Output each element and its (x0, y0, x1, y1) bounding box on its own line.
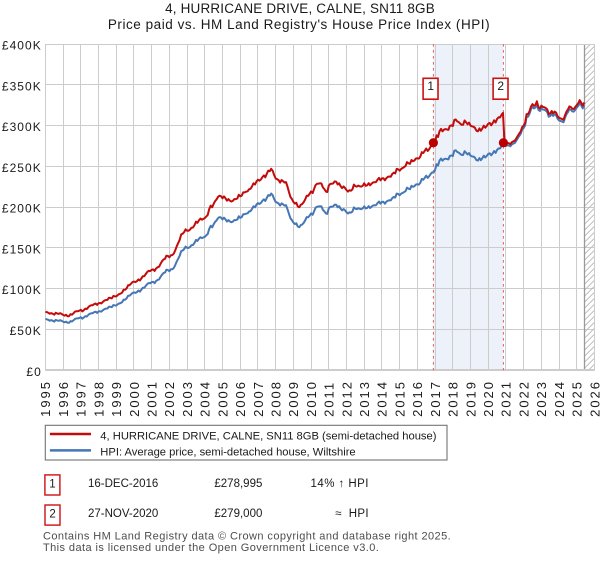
svg-text:£250K: £250K (2, 161, 42, 175)
svg-text:2002: 2002 (162, 380, 177, 417)
svg-text:£279,000: £279,000 (214, 508, 262, 520)
svg-text:£0: £0 (26, 365, 41, 379)
svg-text:Contains HM Land Registry data: Contains HM Land Registry data © Crown c… (43, 530, 451, 542)
svg-text:2: 2 (49, 508, 55, 520)
svg-text:2022: 2022 (516, 380, 531, 417)
svg-text:2015: 2015 (393, 380, 408, 417)
svg-text:2020: 2020 (481, 380, 496, 417)
svg-text:2009: 2009 (286, 380, 301, 417)
svg-text:2019: 2019 (463, 380, 478, 417)
svg-text:27-NOV-2020: 27-NOV-2020 (88, 508, 158, 520)
svg-text:2004: 2004 (198, 380, 213, 417)
svg-text:14% ↑ HPI: 14% ↑ HPI (311, 478, 369, 490)
svg-text:1996: 1996 (56, 380, 71, 417)
svg-text:£50K: £50K (10, 324, 42, 338)
svg-text:2: 2 (497, 79, 504, 93)
svg-text:2006: 2006 (233, 380, 248, 417)
svg-text:£150K: £150K (2, 242, 42, 256)
svg-text:£350K: £350K (2, 79, 42, 93)
svg-text:2000: 2000 (127, 380, 142, 417)
svg-text:4, HURRICANE DRIVE, CALNE, SN1: 4, HURRICANE DRIVE, CALNE, SN11 8GB (165, 1, 435, 16)
svg-text:2007: 2007 (251, 380, 266, 417)
svg-text:£278,995: £278,995 (214, 478, 262, 490)
svg-text:4, HURRICANE DRIVE, CALNE, SN1: 4, HURRICANE DRIVE, CALNE, SN11 8GB (sem… (100, 430, 436, 442)
svg-text:2013: 2013 (357, 380, 372, 417)
svg-text:2025: 2025 (570, 380, 585, 417)
svg-text:2024: 2024 (552, 380, 567, 417)
svg-text:£100K: £100K (2, 283, 42, 297)
svg-text:2001: 2001 (145, 380, 160, 417)
svg-text:1997: 1997 (74, 380, 89, 417)
svg-text:2018: 2018 (446, 380, 461, 417)
svg-text:2017: 2017 (428, 380, 443, 417)
svg-text:≈ HPI: ≈ HPI (335, 508, 369, 520)
svg-text:2014: 2014 (375, 380, 390, 417)
svg-text:2003: 2003 (180, 380, 195, 417)
svg-text:2023: 2023 (534, 380, 549, 417)
svg-text:1: 1 (427, 79, 434, 93)
svg-text:2021: 2021 (499, 380, 514, 417)
svg-text:1995: 1995 (38, 380, 53, 417)
svg-text:2016: 2016 (410, 380, 425, 417)
svg-text:2011: 2011 (322, 381, 337, 417)
svg-text:2026: 2026 (587, 380, 600, 417)
svg-text:2010: 2010 (304, 380, 319, 417)
svg-text:£200K: £200K (2, 202, 42, 216)
svg-text:2005: 2005 (215, 380, 230, 417)
svg-text:1: 1 (49, 478, 55, 490)
svg-text:£300K: £300K (2, 120, 42, 134)
svg-text:This data is licensed under th: This data is licensed under the Open Gov… (43, 542, 379, 554)
svg-text:Price paid vs. HM Land Registr: Price paid vs. HM Land Registry's House … (108, 17, 490, 32)
svg-text:HPI: Average price, semi-detac: HPI: Average price, semi-detached house,… (100, 447, 355, 459)
svg-text:1999: 1999 (109, 380, 124, 417)
svg-text:2012: 2012 (339, 380, 354, 417)
svg-text:2008: 2008 (269, 380, 284, 417)
svg-text:£400K: £400K (2, 39, 42, 53)
svg-text:16-DEC-2016: 16-DEC-2016 (88, 478, 158, 490)
svg-text:1998: 1998 (91, 380, 106, 417)
